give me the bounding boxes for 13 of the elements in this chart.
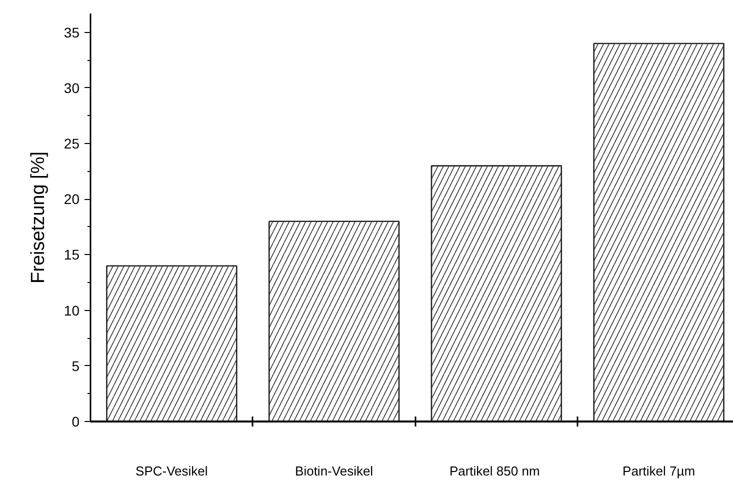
x-tick-label: Partikel 850 nm xyxy=(449,464,540,478)
y-tick-label: 10 xyxy=(64,302,80,318)
x-tick-label: Biotin-Vesikel xyxy=(295,464,374,478)
y-tick-label: 15 xyxy=(64,246,80,263)
y-tick-label: 35 xyxy=(64,24,80,40)
y-tick-label: 30 xyxy=(64,80,80,96)
x-tick-label: Partikel 7µm xyxy=(622,464,696,478)
x-tick-label: SPC-Vesikel xyxy=(136,464,208,478)
y-tick-label: 20 xyxy=(64,191,80,208)
y-tick-label: 5 xyxy=(72,358,80,374)
y-tick-label: 25 xyxy=(64,136,80,152)
y-tick-label: 0 xyxy=(72,414,80,430)
y-axis-title: Freisetzung [%] xyxy=(28,152,49,284)
